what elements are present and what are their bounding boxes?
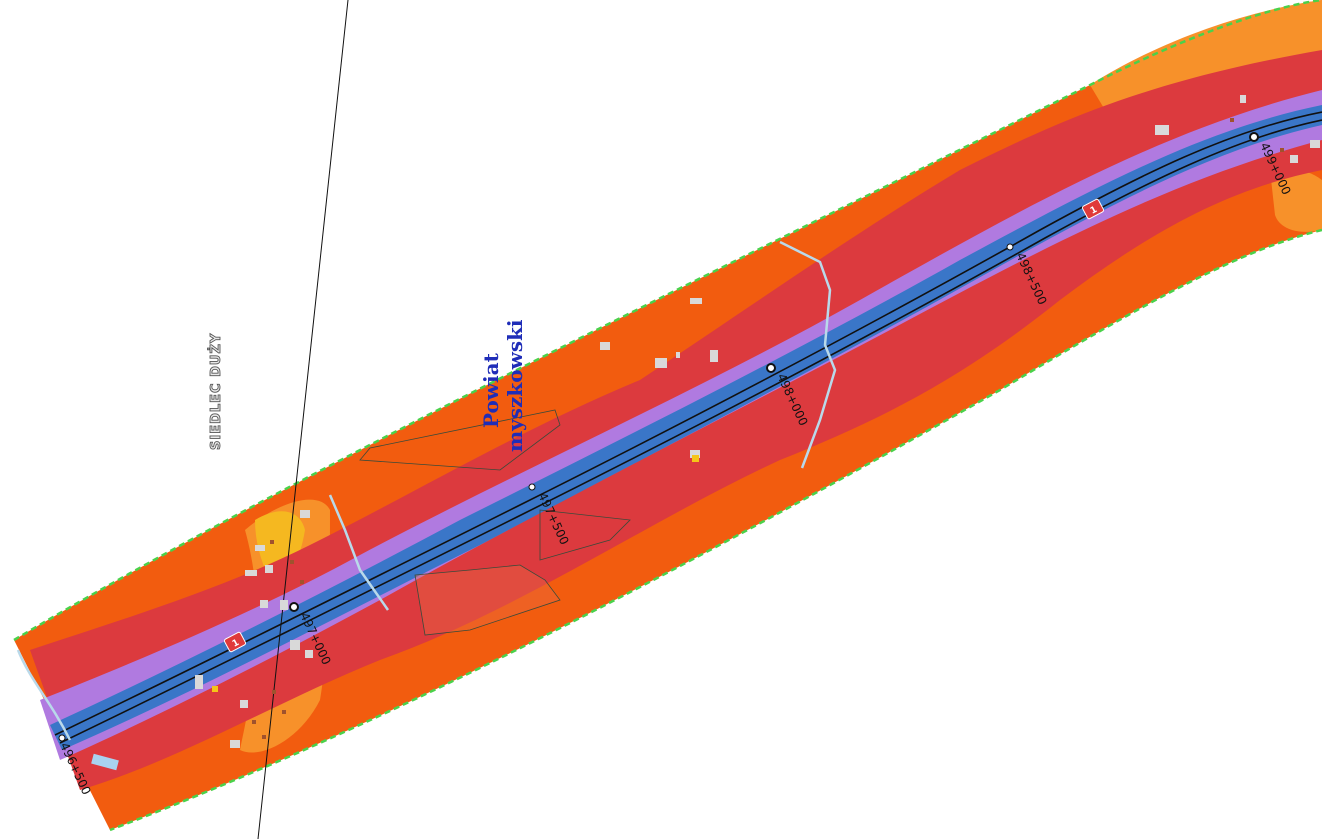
building-yellow bbox=[212, 686, 218, 692]
water-body bbox=[91, 753, 119, 771]
region-label-line2: myszkowski bbox=[503, 319, 527, 452]
road-line bbox=[54, 111, 1322, 736]
small-structures bbox=[252, 118, 1284, 739]
parcel-outline bbox=[414, 564, 561, 636]
light-noise-zone bbox=[1270, 168, 1322, 232]
buildings bbox=[195, 95, 1320, 748]
road-shield[interactable]: 1 bbox=[223, 631, 247, 653]
corridor-boundary bbox=[109, 228, 1322, 832]
municipality-boundary bbox=[257, 0, 349, 839]
admin-boundary bbox=[779, 240, 837, 469]
road-line bbox=[59, 119, 1322, 744]
blue-noise-zone bbox=[50, 105, 1322, 750]
road-shield-number: 1 bbox=[231, 638, 241, 650]
admin-boundary bbox=[16, 649, 72, 741]
parcel-outline bbox=[359, 409, 561, 471]
locality-label: SIEDLEC DUŻY bbox=[208, 333, 224, 450]
road-shield-number: 1 bbox=[1089, 205, 1099, 217]
region-label-line1: Powiat bbox=[479, 352, 503, 428]
road-shield[interactable]: 1 bbox=[1081, 198, 1105, 220]
admin-boundary bbox=[328, 494, 390, 611]
parcel-outline bbox=[539, 509, 631, 561]
corridor-boundary bbox=[13, 0, 1322, 642]
building-yellow bbox=[692, 455, 699, 462]
